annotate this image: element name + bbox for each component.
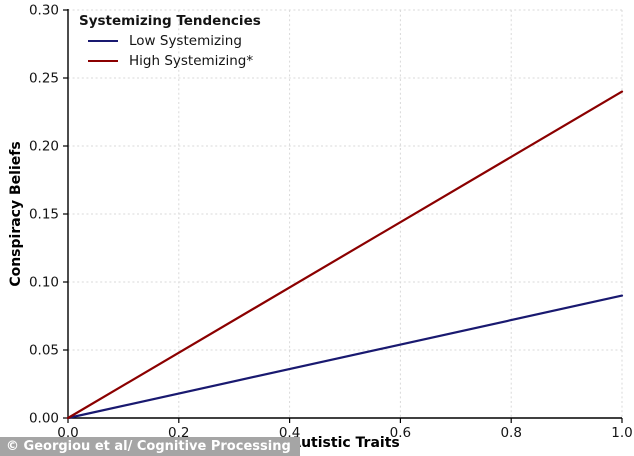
legend-line-swatch [88,39,118,43]
x-tick-label: 1.0 [611,425,632,441]
y-tick-label: 0.20 [29,139,59,155]
y-tick-label: 0.10 [29,275,59,291]
y-tick-label: 0.15 [29,207,59,223]
legend-item: High Systemizing* [88,53,261,69]
legend-items: Low Systemizing High Systemizing* [79,33,261,69]
legend-label: High Systemizing* [129,53,254,69]
legend-title: Systemizing Tendencies [79,13,261,29]
y-axis-label: Conspiracy Beliefs [8,141,24,287]
legend-label: Low Systemizing [129,33,242,49]
y-tick-label: 0.05 [29,343,59,359]
watermark: © Georgiou et al/ Cognitive Processing [0,437,300,456]
x-tick-label: 0.8 [500,425,521,441]
legend: Systemizing Tendencies Low Systemizing Hi… [79,13,261,73]
y-tick-label: 0.25 [29,71,59,87]
legend-line-swatch [88,59,118,63]
legend-item: Low Systemizing [88,33,261,49]
x-axis-label: Autistic Traits [290,435,400,451]
series-line-high-systemizing [66,90,624,420]
x-tick-label: 0.6 [390,425,411,441]
y-tick-label: 0.00 [29,411,59,427]
y-tick-label: 0.30 [29,3,59,19]
series-line-low-systemizing [66,294,624,420]
